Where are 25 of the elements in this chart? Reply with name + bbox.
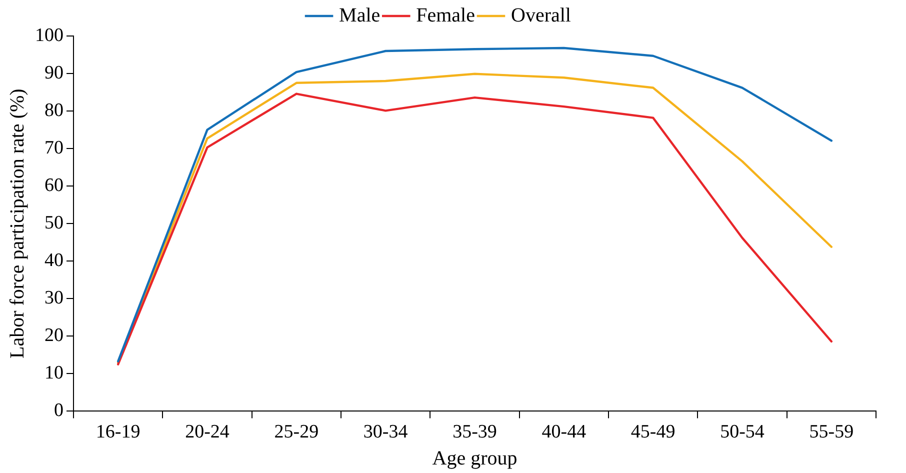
y-tick-label: 30 [44, 288, 64, 309]
x-tick-label: 30-34 [363, 422, 408, 443]
x-tick-label: 35-39 [452, 422, 497, 443]
x-tick-label: 55-59 [809, 422, 854, 443]
legend-label: Male [339, 4, 380, 26]
y-tick-label: 90 [44, 62, 64, 84]
legend-label: Female [416, 4, 476, 26]
y-tick-label: 10 [44, 362, 64, 384]
y-tick-label: 0 [54, 400, 64, 422]
y-axis-title: Labor force participation rate (%) [6, 88, 28, 359]
y-tick-label: 50 [44, 212, 64, 234]
x-tick-label: 45-49 [630, 422, 676, 443]
x-axis-title: Age group [432, 447, 518, 470]
y-tick-label: 40 [44, 250, 64, 272]
legend-label: Overall [510, 4, 572, 26]
y-tick-label: 70 [44, 138, 64, 159]
y-tick-label: 20 [44, 325, 64, 346]
y-tick-label: 60 [44, 175, 64, 196]
y-tick-label: 100 [35, 24, 64, 46]
x-tick-label: 16-19 [96, 422, 140, 443]
x-tick-label: 50-54 [720, 422, 765, 443]
x-tick-label: 20-24 [185, 422, 230, 443]
y-tick-label: 80 [44, 100, 64, 122]
x-tick-label: 40-44 [542, 422, 587, 443]
x-tick-label: 25-29 [274, 422, 319, 443]
